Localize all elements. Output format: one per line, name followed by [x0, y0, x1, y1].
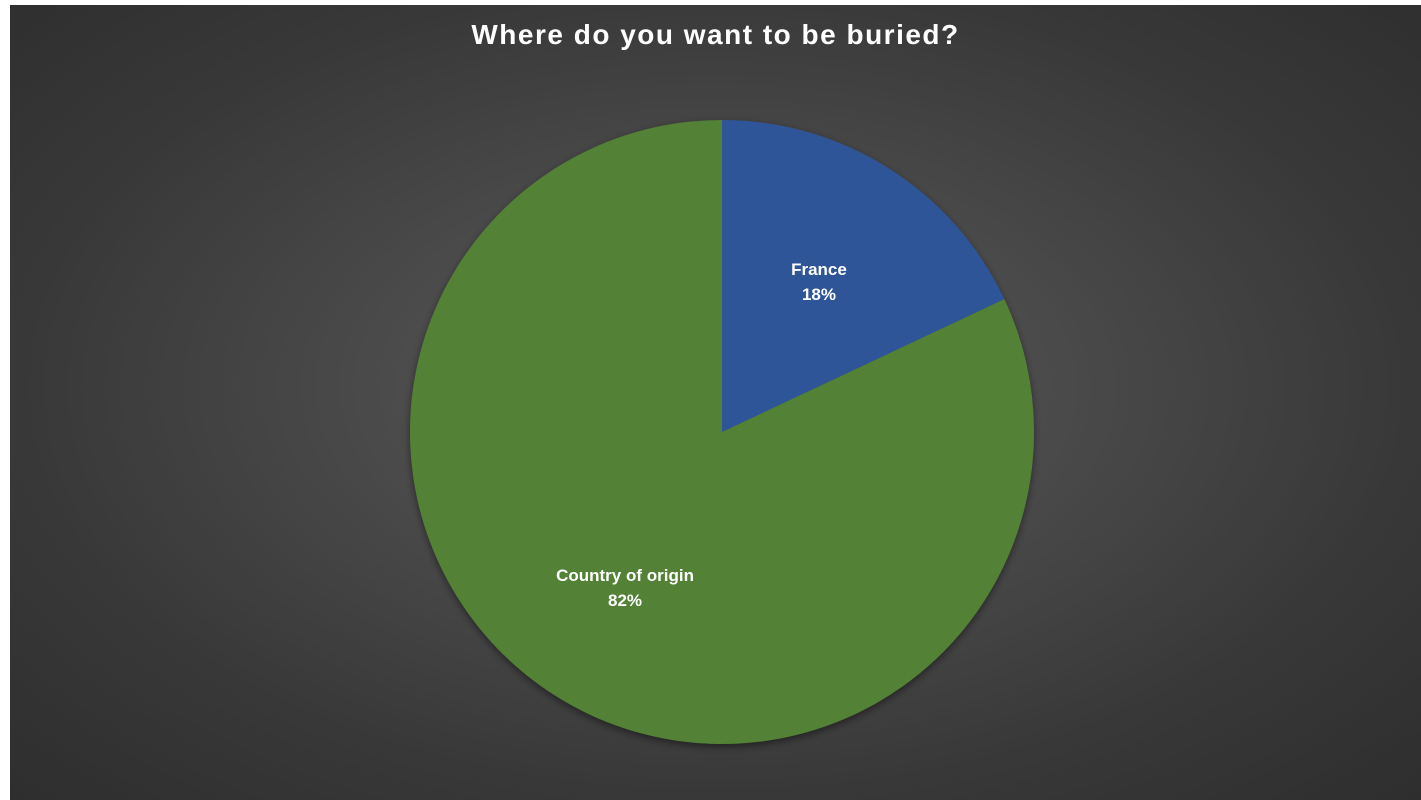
pie-slice-country-of-origin — [410, 120, 1034, 744]
chart-area: Where do you want to be buried? France 18… — [10, 5, 1421, 800]
slice-value-label: 18% — [802, 285, 836, 304]
chart-title: Where do you want to be buried? — [471, 19, 960, 50]
slice-category-label: Country of origin — [556, 566, 694, 585]
slice-category-label: France — [791, 260, 847, 279]
pie-slice-france — [722, 120, 1005, 432]
slice-value-label: 82% — [608, 591, 642, 610]
pie-chart: France 18% Country of origin 82% — [410, 120, 1034, 744]
